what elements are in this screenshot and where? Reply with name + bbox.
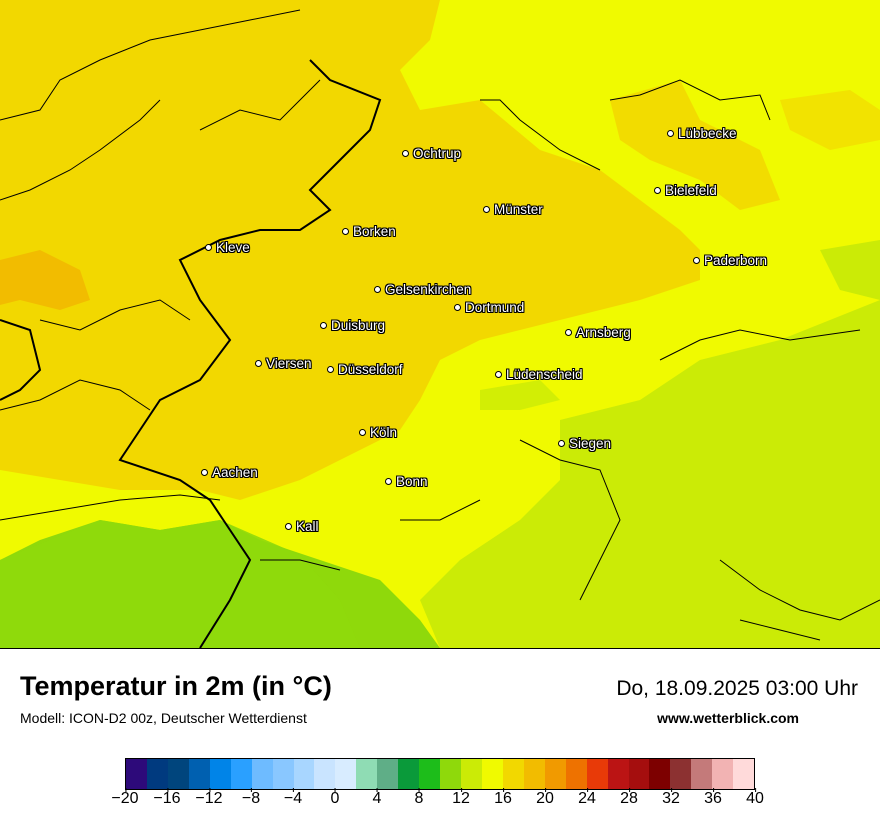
city-label-kleve: Kleve: [205, 240, 250, 255]
colorbar-segment: [502, 759, 524, 789]
colorbar-segment: [230, 759, 252, 789]
colorbar-segment: [670, 759, 692, 789]
model-subtitle: Modell: ICON-D2 00z, Deutscher Wetterdie…: [20, 710, 307, 726]
city-dot: [255, 359, 262, 367]
colorbar-segment: [398, 759, 420, 789]
colorbar-tick-label: 8: [414, 788, 424, 807]
colorbar-tick-label: 40: [746, 788, 764, 807]
city-dot: [342, 227, 349, 235]
colorbar-tick-label: 36: [704, 788, 722, 807]
colorbar-tick-label: 0: [330, 788, 340, 807]
city-dot: [402, 149, 409, 157]
colorbar-tick-label: 20: [536, 788, 554, 807]
city-dot: [667, 129, 674, 137]
colorbar-tick-label: −16: [153, 788, 181, 807]
colorbar-segment: [209, 759, 231, 789]
city-label-kall: Kall: [285, 519, 319, 534]
city-label-duesseldorf: Düsseldorf: [327, 362, 403, 377]
temperature-field: [0, 0, 880, 648]
city-dot: [327, 365, 334, 373]
colorbar-segment: [607, 759, 629, 789]
colorbar-segment: [167, 759, 189, 789]
colorbar-segment: [251, 759, 273, 789]
city-label-paderborn: Paderborn: [693, 253, 767, 268]
colorbar-segment: [272, 759, 294, 789]
city-label-gelsenkirchen: Gelsenkirchen: [374, 282, 471, 297]
colorbar-tick-label: 4: [372, 788, 382, 807]
city-label-arnsberg: Arnsberg: [565, 325, 631, 340]
colorbar-tick-label: −8: [241, 788, 261, 807]
city-label-siegen: Siegen: [558, 436, 611, 451]
city-dot: [320, 321, 327, 329]
city-dot: [565, 328, 572, 336]
colorbar-segment: [691, 759, 713, 789]
colorbar-segment: [440, 759, 461, 789]
city-label-borken: Borken: [342, 224, 396, 239]
city-dot: [205, 243, 212, 251]
colorbar-tick-label: 12: [452, 788, 470, 807]
city-label-ochtrup: Ochtrup: [402, 146, 461, 161]
colorbar-segment: [377, 759, 399, 789]
colorbar-segment: [461, 759, 482, 789]
city-dot: [693, 256, 700, 264]
colorbar-tick-label: −20: [111, 788, 139, 807]
colorbar-segment: [126, 759, 147, 789]
colorbar-segment: [335, 759, 357, 789]
city-dot: [454, 303, 461, 311]
city-label-koeln: Köln: [359, 425, 397, 440]
forecast-datetime: Do, 18.09.2025 03:00 Uhr: [616, 677, 858, 700]
city-label-luedenscheid: Lüdenscheid: [495, 367, 583, 382]
city-label-luebbecke: Lübbecke: [667, 126, 737, 141]
city-dot: [654, 186, 661, 194]
map-title: Temperatur in 2m (in °C): [20, 671, 332, 701]
colorbar-tick-label: 28: [620, 788, 638, 807]
colorbar-tick-label: −4: [283, 788, 303, 807]
colorbar-segment: [523, 759, 545, 789]
colorbar-segment: [733, 759, 755, 789]
city-label-dortmund: Dortmund: [454, 300, 524, 315]
colorbar-tick-label: 24: [578, 788, 596, 807]
colorbar-segment: [146, 759, 168, 789]
temperature-map: Lübbecke Ochtrup Bielefeld Münster Borke…: [0, 0, 880, 649]
website-credit: www.wetterblick.com: [657, 710, 799, 726]
city-label-muenster: Münster: [483, 202, 543, 217]
colorbar-segment: [481, 759, 503, 789]
city-dot: [285, 522, 292, 530]
colorbar-segment: [314, 759, 336, 789]
city-dot: [201, 468, 208, 476]
city-label-bonn: Bonn: [385, 474, 428, 489]
colorbar-segment: [565, 759, 587, 789]
city-dot: [385, 477, 392, 485]
city-dot: [374, 285, 381, 293]
colorbar-segment: [544, 759, 566, 789]
colorbar-segment: [628, 759, 650, 789]
colorbar-segment: [586, 759, 608, 789]
city-dot: [359, 428, 366, 436]
colorbar-tick-label: −12: [195, 788, 223, 807]
city-dot: [483, 205, 490, 213]
colorbar-ticks: −20 −16 −12 −8 −4 0 4 8 12 16 20 24 28 32 36 40: [111, 788, 764, 820]
colorbar-tick-label: 32: [662, 788, 680, 807]
city-dot: [495, 370, 502, 378]
city-label-viersen: Viersen: [255, 356, 312, 371]
colorbar-tick-label: 16: [494, 788, 512, 807]
colorbar-segment: [712, 759, 734, 789]
city-label-aachen: Aachen: [201, 465, 258, 480]
city-label-duisburg: Duisburg: [320, 318, 385, 333]
colorbar-segment: [293, 759, 315, 789]
colorbar-segment: [188, 759, 210, 789]
colorbar-segment: [419, 759, 441, 789]
colorbar-segment: [356, 759, 378, 789]
city-dot: [558, 439, 565, 447]
city-label-bielefeld: Bielefeld: [654, 183, 717, 198]
colorbar-segment: [649, 759, 671, 789]
temperature-colorbar: [125, 758, 755, 790]
